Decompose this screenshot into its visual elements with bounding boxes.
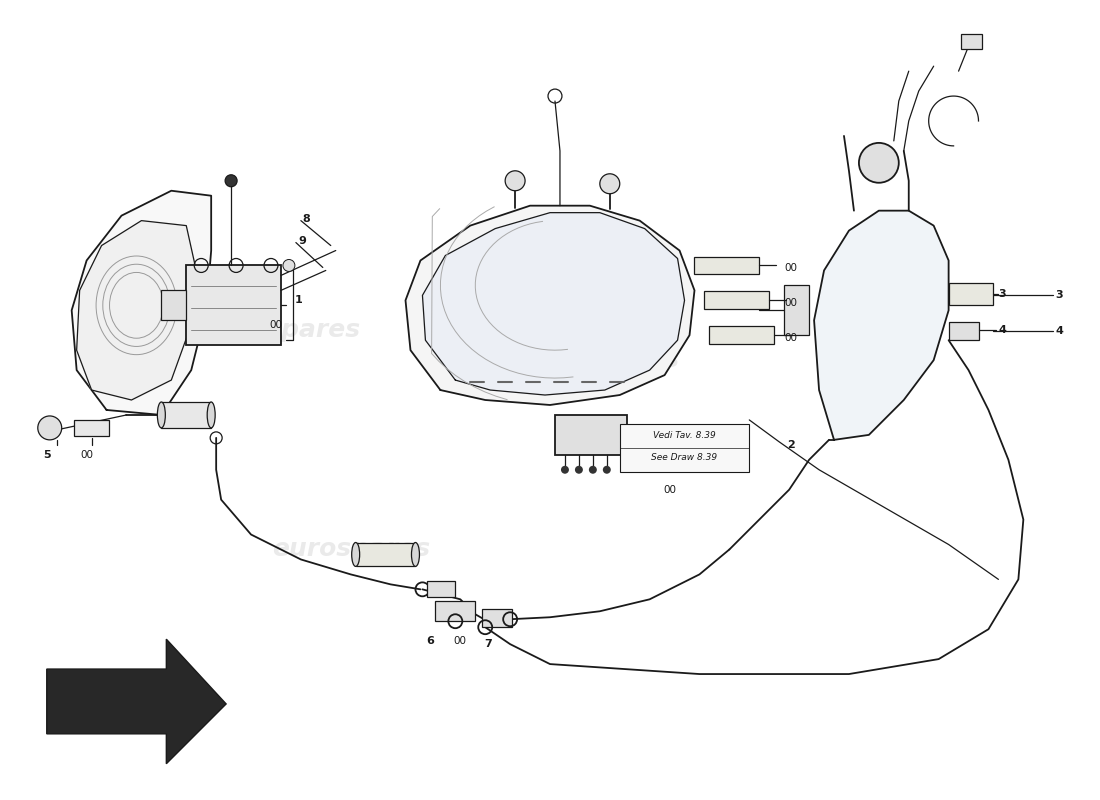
- Text: 00: 00: [784, 263, 798, 274]
- Polygon shape: [72, 190, 211, 415]
- Text: eurospares: eurospares: [272, 538, 430, 562]
- Text: Vedi Tav. 8.39: Vedi Tav. 8.39: [653, 431, 716, 440]
- Polygon shape: [77, 221, 196, 400]
- Bar: [694, 257, 759, 274]
- Polygon shape: [406, 206, 694, 405]
- Text: 5: 5: [43, 450, 51, 460]
- Bar: [436, 602, 475, 622]
- Bar: [960, 34, 982, 50]
- Bar: [619, 424, 749, 472]
- Polygon shape: [47, 639, 227, 764]
- Circle shape: [226, 174, 238, 186]
- Bar: [74, 420, 109, 436]
- Bar: [948, 322, 979, 340]
- Text: See Draw 8.39: See Draw 8.39: [651, 454, 717, 462]
- Circle shape: [561, 466, 569, 474]
- Bar: [784, 286, 810, 335]
- Bar: [428, 582, 455, 598]
- Circle shape: [575, 466, 583, 474]
- Bar: [162, 402, 211, 428]
- Text: 00: 00: [80, 450, 94, 460]
- Bar: [186, 266, 280, 345]
- Text: 00: 00: [784, 298, 798, 308]
- Text: 8: 8: [302, 214, 310, 224]
- Ellipse shape: [352, 542, 360, 566]
- Bar: [948, 283, 993, 306]
- Text: 4: 4: [1055, 326, 1063, 336]
- Text: 3: 3: [999, 290, 1007, 299]
- Bar: [704, 291, 769, 310]
- Circle shape: [283, 259, 295, 271]
- Circle shape: [859, 143, 899, 182]
- Text: 3: 3: [1055, 290, 1063, 300]
- Text: 00: 00: [270, 320, 282, 330]
- Bar: [355, 542, 416, 566]
- Bar: [556, 415, 627, 455]
- Text: 00: 00: [663, 485, 676, 494]
- Circle shape: [603, 466, 611, 474]
- Text: 00: 00: [454, 636, 466, 646]
- Circle shape: [600, 174, 619, 194]
- Text: 4: 4: [999, 326, 1007, 335]
- Text: eurospares: eurospares: [202, 318, 360, 342]
- Text: 9: 9: [298, 235, 306, 246]
- Ellipse shape: [411, 542, 419, 566]
- Text: 6: 6: [427, 636, 434, 646]
- Text: 7: 7: [484, 639, 492, 649]
- Text: 1: 1: [295, 295, 302, 306]
- Polygon shape: [814, 210, 948, 440]
- Ellipse shape: [157, 402, 165, 428]
- Ellipse shape: [207, 402, 216, 428]
- Text: eurospares: eurospares: [520, 348, 679, 372]
- Circle shape: [588, 466, 597, 474]
- Bar: [482, 610, 513, 627]
- Text: 2: 2: [788, 440, 795, 450]
- Text: 00: 00: [784, 334, 798, 343]
- Circle shape: [505, 170, 525, 190]
- Bar: [162, 290, 186, 320]
- Circle shape: [37, 416, 62, 440]
- Bar: [710, 326, 774, 344]
- Polygon shape: [422, 213, 684, 395]
